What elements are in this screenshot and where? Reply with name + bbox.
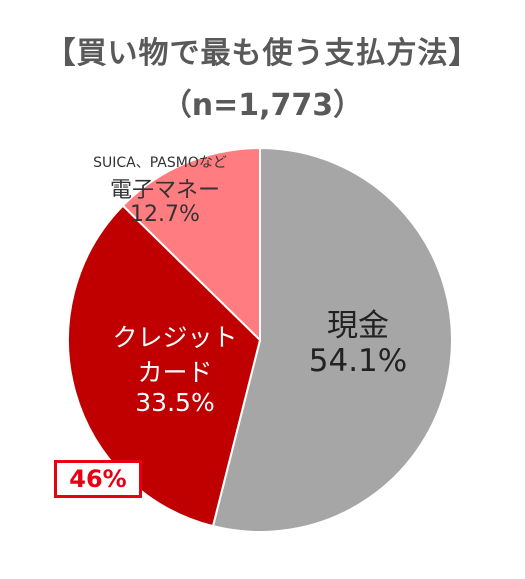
slice-sublabel-e-money: SUICA、PASMOなど (93, 155, 227, 171)
pie-slice-e-money (121, 146, 261, 343)
slice-value-e-money: 12.7% (130, 202, 200, 227)
slice-label-credit-card-line2: カード (137, 358, 213, 387)
chart-subtitle: （n=1,773） (161, 88, 364, 123)
chart-title: 【買い物で最も使う支払方法】 (45, 36, 480, 71)
pie-slice-cash (211, 146, 453, 533)
slice-label-e-money: 電子マネー (109, 178, 220, 203)
slice-value-credit-card: 33.5% (135, 388, 215, 417)
slice-value-cash: 54.1% (308, 343, 408, 379)
pie-slice-credit-card (67, 204, 262, 528)
slice-label-cash: 現金 (327, 308, 389, 344)
cashless-total-badge: 46% (54, 460, 142, 498)
slice-label-credit-card-line1: クレジット (112, 323, 238, 352)
